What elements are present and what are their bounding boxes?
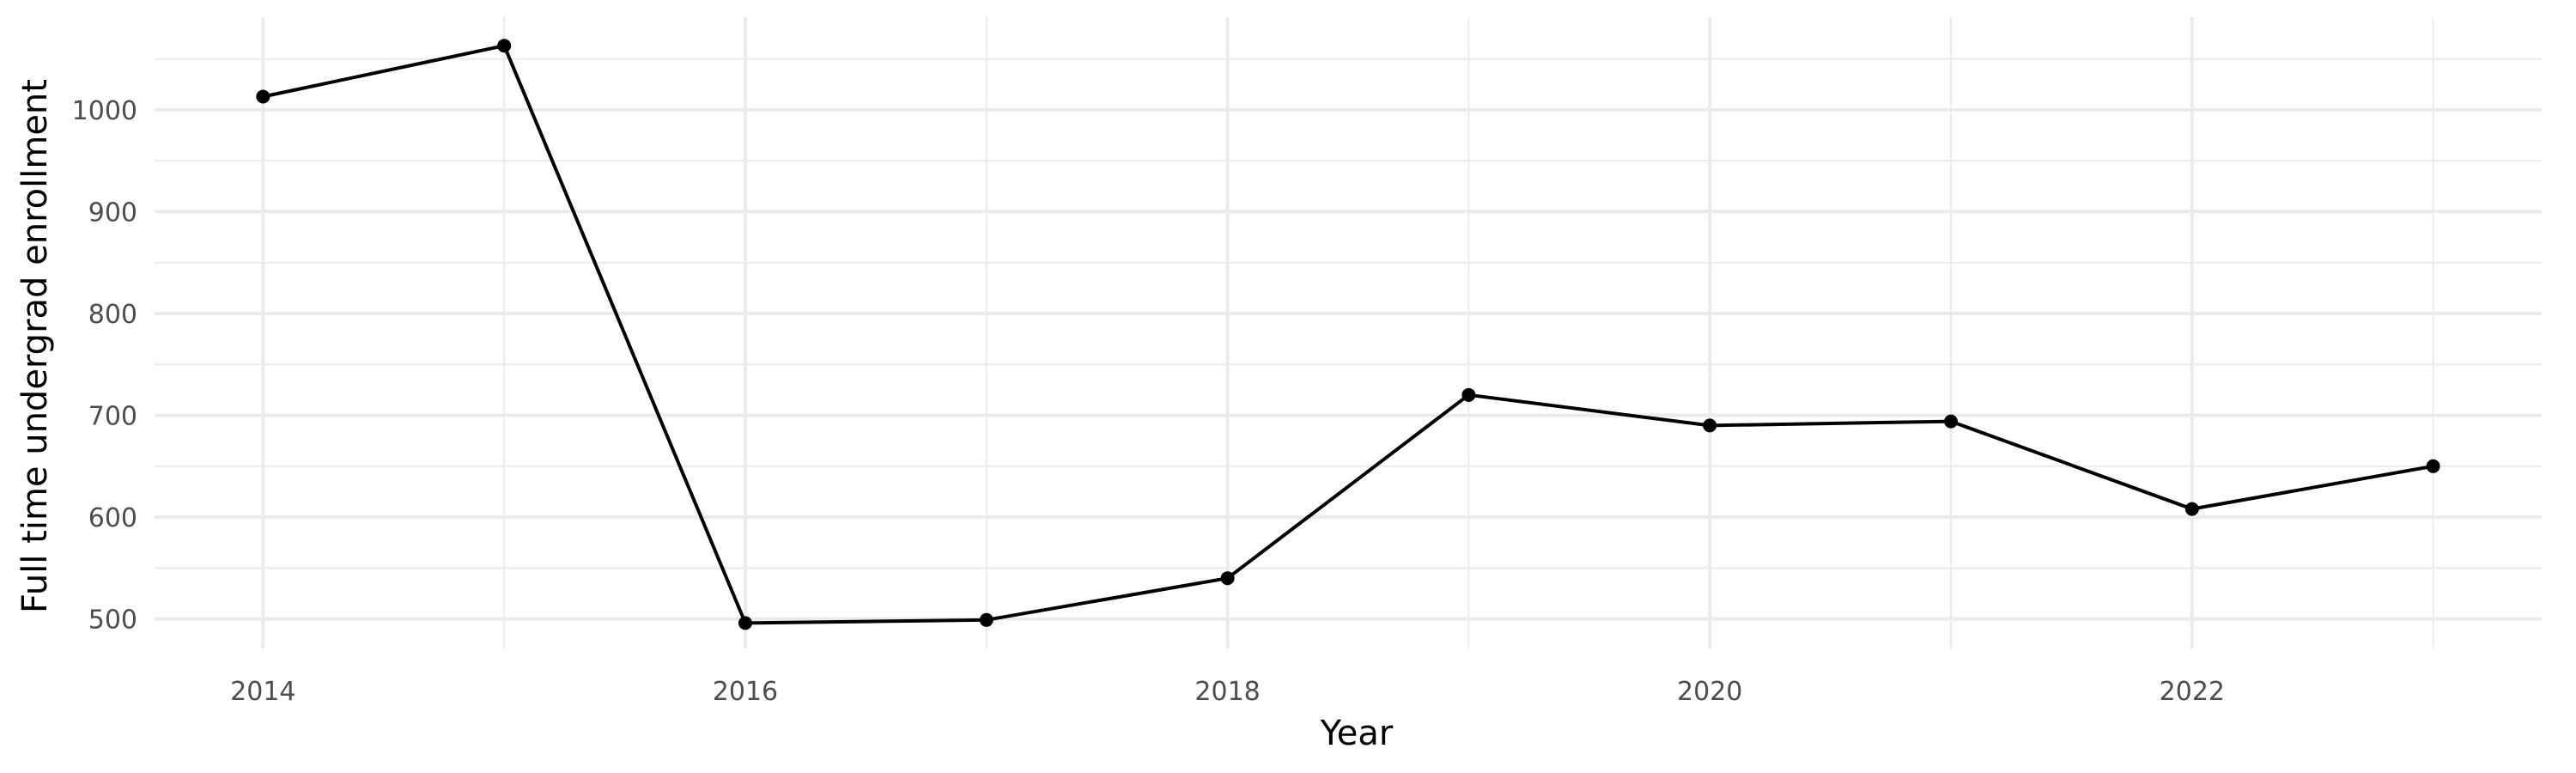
y-tick-label: 600 — [88, 503, 137, 533]
series-layer — [262, 44, 2433, 625]
data-point — [1220, 571, 1235, 586]
points-layer — [256, 39, 2440, 630]
x-tick-label: 2014 — [230, 677, 295, 707]
y-tick-label: 900 — [88, 198, 137, 228]
series-line — [262, 44, 2433, 625]
x-tick-labels: 2014 2016 2018 2020 2022 — [230, 677, 2225, 707]
data-point — [1703, 418, 1717, 433]
data-point — [1944, 414, 1959, 429]
y-tick-labels: 500 600 700 800 900 1000 — [72, 96, 137, 636]
y-tick-label: 1000 — [72, 96, 137, 126]
minor-gridlines — [155, 17, 2542, 648]
y-tick-label: 800 — [88, 300, 137, 330]
data-point — [2426, 459, 2440, 473]
data-point — [256, 89, 270, 104]
data-point — [1461, 387, 1476, 402]
data-point — [2184, 502, 2199, 516]
x-tick-label: 2022 — [2160, 677, 2225, 707]
data-point — [497, 39, 512, 53]
x-tick-label: 2016 — [713, 677, 778, 707]
y-tick-label: 500 — [88, 606, 137, 636]
major-gridlines — [155, 17, 2542, 648]
y-axis-title: Full time undergrad enrollment — [15, 79, 55, 613]
x-tick-label: 2020 — [1677, 677, 1742, 707]
data-point — [738, 616, 752, 630]
x-tick-label: 2018 — [1194, 677, 1260, 707]
y-tick-label: 700 — [88, 402, 137, 432]
data-point — [979, 612, 993, 627]
x-axis-title: Year — [1320, 714, 1394, 753]
